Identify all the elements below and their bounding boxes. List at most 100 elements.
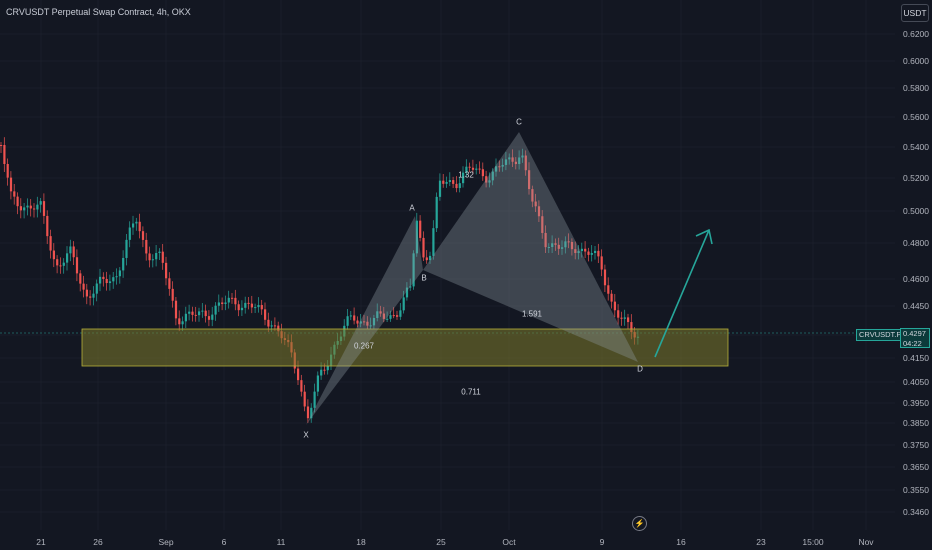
candle-body xyxy=(392,315,395,317)
candle-body xyxy=(366,321,369,326)
candle-body xyxy=(303,391,306,407)
candle-body xyxy=(102,276,105,279)
candle-body xyxy=(379,311,382,314)
candle-body xyxy=(270,325,273,327)
candle-body xyxy=(495,166,498,172)
candle-body xyxy=(125,239,128,258)
currency-unit-button[interactable]: USDT xyxy=(901,4,929,22)
time-tick: 26 xyxy=(93,537,103,547)
candle-body xyxy=(171,288,174,301)
point-label-a: A xyxy=(409,203,415,213)
point-label-d: D xyxy=(637,364,643,374)
candle-body xyxy=(531,189,534,202)
candle-body xyxy=(501,164,504,167)
candle-body xyxy=(597,250,600,257)
candle-body xyxy=(425,257,428,261)
candle-body xyxy=(623,317,626,319)
candle-body xyxy=(105,278,108,284)
candle-body xyxy=(95,283,98,294)
candle-body xyxy=(135,221,138,224)
forecast-arrow[interactable] xyxy=(654,229,710,358)
candle-body xyxy=(237,304,240,311)
candle-body xyxy=(92,293,95,298)
candle-body xyxy=(49,236,52,251)
candle-body xyxy=(141,231,145,240)
candle-body xyxy=(561,247,564,249)
lightning-icon[interactable]: ⚡ xyxy=(632,516,647,531)
candle-body xyxy=(310,407,313,419)
candle-body xyxy=(201,310,204,312)
candle-body xyxy=(75,257,79,274)
candle-body xyxy=(19,206,22,211)
price-tick: 0.5400 xyxy=(903,142,929,152)
candle-body xyxy=(224,302,227,304)
candle-body xyxy=(386,318,389,320)
price-tick: 0.3850 xyxy=(903,418,929,428)
candle-body xyxy=(204,310,207,317)
candle-body xyxy=(250,303,253,308)
candle-body xyxy=(445,181,448,184)
candle-body xyxy=(574,249,577,254)
time-tick: 15:00 xyxy=(802,537,824,547)
candle-body xyxy=(607,285,610,294)
candle-body xyxy=(448,180,451,182)
candle-body xyxy=(478,168,481,170)
candle-body xyxy=(52,250,55,260)
candle-body xyxy=(498,166,501,168)
candle-body xyxy=(46,215,49,237)
candle-body xyxy=(396,315,399,317)
candle-body xyxy=(465,166,468,173)
forecast-arrow-head xyxy=(695,228,713,245)
candle-body xyxy=(359,321,362,324)
candle-body xyxy=(227,297,230,303)
candle-body xyxy=(422,237,425,258)
candle-body xyxy=(521,155,524,158)
candle-body xyxy=(108,281,112,284)
candle-body xyxy=(372,317,376,326)
candle-body xyxy=(257,305,260,308)
time-tick: 23 xyxy=(756,537,766,547)
pattern-triangle-xab[interactable] xyxy=(306,216,423,425)
price-tick: 0.6200 xyxy=(903,29,929,39)
candle-body xyxy=(165,262,168,279)
candle-body xyxy=(326,365,329,371)
candle-body xyxy=(471,167,475,170)
candle-body xyxy=(174,300,178,319)
ratio-ac: 1.32 xyxy=(458,170,474,180)
candle-body xyxy=(323,369,326,371)
candle-body xyxy=(207,316,211,320)
pattern-triangle-bcd[interactable] xyxy=(423,132,638,362)
candle-body xyxy=(59,265,62,267)
candle-body xyxy=(409,286,412,288)
support-zone[interactable] xyxy=(81,328,729,367)
candle-body xyxy=(184,313,187,322)
candle-body xyxy=(115,276,118,278)
price-tick: 0.3460 xyxy=(903,507,929,517)
price-tick: 0.4450 xyxy=(903,301,929,311)
candle-body xyxy=(66,253,69,263)
candle-body xyxy=(627,317,630,323)
candle-body xyxy=(475,168,478,170)
candle-body xyxy=(62,262,65,266)
candle-body xyxy=(320,369,323,376)
time-tick: 6 xyxy=(221,537,227,547)
candle-body xyxy=(161,251,164,263)
candle-body xyxy=(9,177,13,192)
candle-body xyxy=(412,253,415,287)
candle-body xyxy=(297,368,300,381)
candle-body xyxy=(99,276,102,284)
price-tick: 0.3950 xyxy=(903,398,929,408)
candle-body xyxy=(23,207,26,211)
candle-body xyxy=(452,180,455,184)
time-tick: Sep xyxy=(158,537,174,547)
chart-title: CRVUSDT Perpetual Swap Contract, 4h, OKX xyxy=(6,7,191,17)
candle-body xyxy=(442,180,445,184)
candle-body xyxy=(419,220,422,238)
candle-body xyxy=(594,250,597,254)
candle-body xyxy=(155,252,158,260)
candle-body xyxy=(158,251,161,253)
candle-body xyxy=(462,172,465,184)
candle-body xyxy=(485,176,488,183)
symbol-price-tag: CRVUSDT.P xyxy=(856,329,905,341)
